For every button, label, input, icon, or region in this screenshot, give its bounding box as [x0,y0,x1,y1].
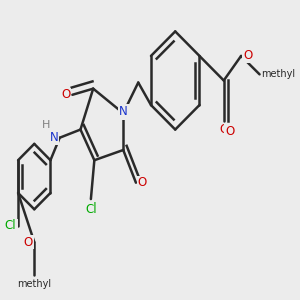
Text: N: N [119,107,128,120]
Text: O: O [225,124,234,138]
Text: O: O [61,88,70,101]
Text: O: O [61,88,70,101]
Text: O: O [138,176,147,189]
Text: Cl: Cl [85,202,97,215]
Text: methyl: methyl [261,69,296,79]
Text: Cl: Cl [85,203,97,216]
Text: Cl: Cl [5,219,17,232]
Text: O: O [243,50,252,62]
Text: H: H [41,121,49,130]
Text: Cl: Cl [4,219,16,232]
Text: methyl: methyl [17,279,51,289]
Text: N: N [50,131,58,144]
Text: N: N [119,105,128,118]
Text: H: H [42,121,50,130]
Text: O: O [138,176,147,189]
Text: N: N [50,131,58,144]
Text: O: O [242,50,251,62]
Text: O: O [23,236,32,248]
Text: O: O [219,123,228,136]
Text: O: O [24,236,33,248]
